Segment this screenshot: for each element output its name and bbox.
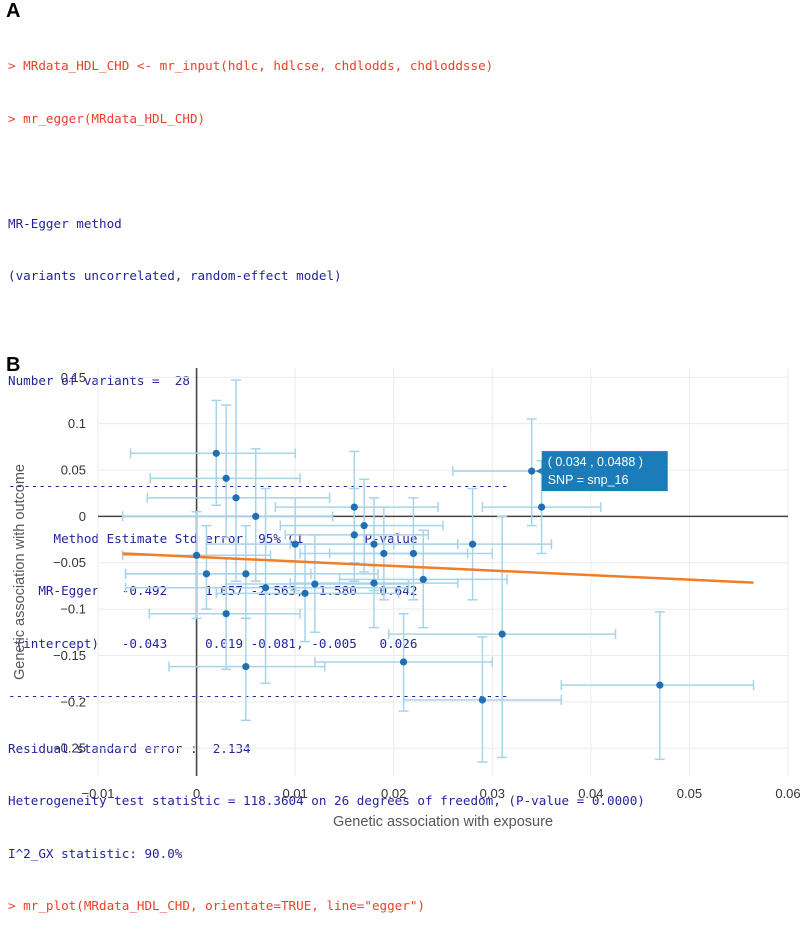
panel-label-b: B (6, 354, 21, 376)
table-rule-top: ----------------------------------------… (8, 478, 509, 493)
x-tick-label: 0.01 (282, 786, 307, 801)
console-command-mr-plot: > mr_plot(MRdata_HDL_CHD, orientate=TRUE… (8, 898, 426, 913)
console-command-mr-input: > MRdata_HDL_CHD <- mr_input(hdlc, hdlcs… (8, 58, 494, 73)
mr-egger-scatter-plot: −0.01 0 0.01 0.02 0.03 0.04 0.05 0.06 0.15 0.1 0.0… (12, 368, 801, 830)
snp-point (291, 540, 299, 548)
x-tick-label: 0.04 (578, 786, 603, 801)
tick-labels: −0.01 0 0.01 0.02 0.03 0.04 0.05 0.06 0.15 0.1 0.0… (53, 370, 801, 801)
x-tick-label: 0 (193, 786, 200, 801)
results-row-mr-egger: MR-Egger -0.492 1.057 -2.563, 1.580 0.64… (8, 583, 418, 598)
snp-point (350, 531, 358, 539)
y-tick-label: 0 (79, 509, 86, 524)
snp-point (242, 662, 250, 671)
snp-point (419, 575, 427, 584)
method-title: MR-Egger method (8, 215, 122, 231)
grid-lines (97, 368, 789, 776)
variant-count: Number of variants = 28 (8, 373, 190, 388)
error-bars (121, 379, 755, 763)
snp-point (202, 570, 211, 578)
i2-statistic: I^2_GX statistic: 90.0% (8, 845, 183, 861)
tooltip-pointer (535, 468, 542, 475)
y-tick-label: 0.05 (61, 463, 86, 478)
method-subtitle: (variants uncorrelated, random-effect mo… (8, 268, 342, 283)
snp-point (537, 503, 546, 511)
snp-point (301, 589, 309, 597)
snp-point (252, 512, 260, 520)
y-tick-label: 0.1 (68, 416, 86, 431)
zero-axes (98, 368, 788, 776)
r-console-output: > MRdata_HDL_CHD <- mr_input(hdlc, hdlcs… (8, 22, 645, 932)
tooltip-box (541, 451, 668, 492)
x-axis-title: Genetic association with exposure (333, 814, 553, 830)
snp-point (261, 584, 270, 592)
table-rule-bottom: ----------------------------------------… (8, 688, 509, 703)
snp-point (311, 580, 319, 588)
tooltip-snp-label: SNP = snp_16 (548, 473, 629, 487)
egger-regression-line (122, 552, 754, 584)
hover-tooltip: ( 0.034 , 0.0488 ) SNP = snp_16 (535, 451, 668, 492)
y-tick-label: −0.1 (60, 602, 86, 617)
snp-point (478, 696, 487, 704)
snp-point (370, 540, 378, 548)
egger-line (122, 552, 754, 584)
x-tick-label: 0.03 (480, 786, 505, 801)
y-axis-title: Genetic association with outcome (12, 464, 28, 680)
results-table-header: Method Estimate Std error 95% CI P-value (8, 530, 418, 546)
x-tick-label: 0.06 (775, 786, 800, 801)
snp-point (498, 630, 506, 638)
snp-point (232, 494, 240, 502)
y-tick-label: −0.25 (53, 741, 86, 756)
y-tick-label: 0.15 (61, 370, 86, 385)
snp-point (528, 467, 536, 475)
snp-points (192, 449, 664, 704)
snp-point (192, 551, 201, 559)
snp-point (222, 610, 230, 618)
snp-point (360, 522, 368, 530)
snp-point (212, 449, 220, 457)
snp-point (399, 658, 408, 666)
x-tick-label: −0.01 (82, 786, 115, 801)
console-blank-line (8, 320, 645, 338)
x-tick-label: 0.02 (381, 786, 406, 801)
snp-point (242, 570, 250, 578)
heterogeneity-statistic: Heterogeneity test statistic = 118.3604 … (8, 793, 645, 808)
snp-point (222, 474, 230, 482)
snp-point (370, 579, 378, 587)
y-tick-label: −0.05 (53, 555, 86, 570)
console-command-mr-egger: > mr_egger(MRdata_HDL_CHD) (8, 110, 206, 126)
snp-point (409, 549, 418, 558)
tooltip-coordinates: ( 0.034 , 0.0488 ) (548, 455, 643, 469)
console-blank-line (8, 162, 645, 180)
panel-label-a: A (6, 0, 21, 22)
snp-point (350, 503, 358, 511)
snp-point (656, 681, 664, 689)
x-tick-label: 0.05 (677, 786, 702, 801)
results-row-intercept: (intercept) -0.043 0.019 -0.081, -0.005 … (8, 635, 418, 651)
y-tick-label: −0.2 (60, 694, 86, 709)
snp-point (380, 549, 388, 558)
snp-point (468, 540, 477, 548)
y-tick-label: −0.15 (53, 648, 86, 663)
